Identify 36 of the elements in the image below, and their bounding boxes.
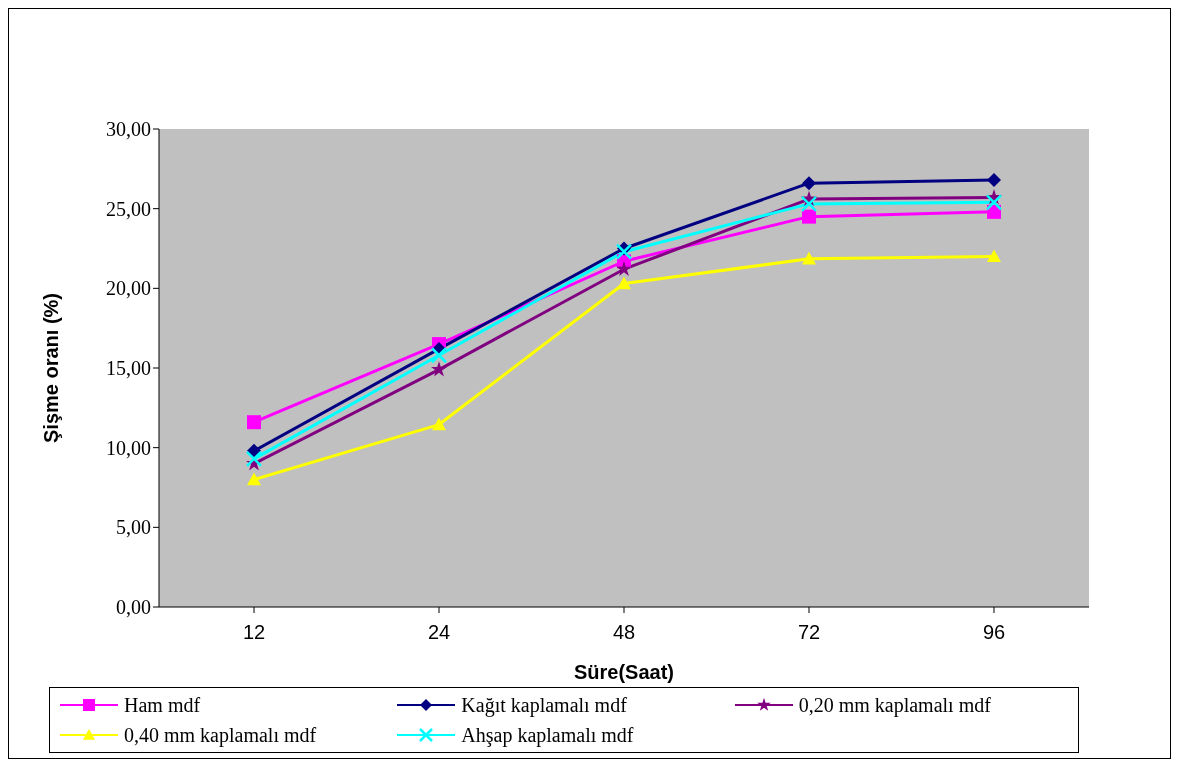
x-tick-label: 96 bbox=[982, 621, 1006, 644]
point bbox=[987, 172, 1001, 187]
point bbox=[802, 251, 816, 265]
point bbox=[430, 347, 448, 364]
legend-label: Kağıt kaplamalı mdf bbox=[461, 693, 627, 717]
point bbox=[247, 415, 261, 430]
point bbox=[247, 472, 261, 486]
point bbox=[247, 443, 261, 458]
x-tick-label: 48 bbox=[612, 621, 636, 644]
point bbox=[802, 209, 816, 224]
y-tick-label: 10,00 bbox=[106, 436, 151, 459]
point bbox=[615, 243, 633, 260]
y-tick-label: 20,00 bbox=[106, 277, 151, 300]
x-axis-title: Süre(Saat) bbox=[573, 661, 675, 683]
y-tick-label: 5,00 bbox=[116, 516, 151, 539]
x-tick-label: 12 bbox=[242, 621, 266, 644]
y-tick-label: 0,00 bbox=[116, 596, 151, 619]
point bbox=[245, 450, 263, 468]
point bbox=[985, 194, 1003, 211]
y-tick-label: 25,00 bbox=[106, 197, 151, 220]
x-tick-label: 72 bbox=[797, 621, 821, 644]
y-axis-title: Şişme oranı (%) bbox=[40, 292, 63, 444]
y-tick-label: 30,00 bbox=[106, 118, 151, 141]
y-tick-label: 15,00 bbox=[106, 357, 151, 380]
legend-label: 0,40 mm kaplamalı mdf bbox=[124, 723, 317, 747]
point bbox=[800, 195, 818, 213]
point bbox=[802, 176, 816, 191]
legend-label: Ham mdf bbox=[124, 693, 201, 717]
point bbox=[431, 361, 447, 377]
x-tick-label: 24 bbox=[427, 621, 451, 644]
legend-label: 0,20 mm kaplamalı mdf bbox=[798, 693, 991, 717]
legend-label: Ahşap kaplamalı mdf bbox=[461, 723, 634, 747]
point bbox=[987, 249, 1001, 263]
point bbox=[616, 260, 632, 277]
point bbox=[432, 417, 446, 431]
point bbox=[617, 276, 631, 290]
